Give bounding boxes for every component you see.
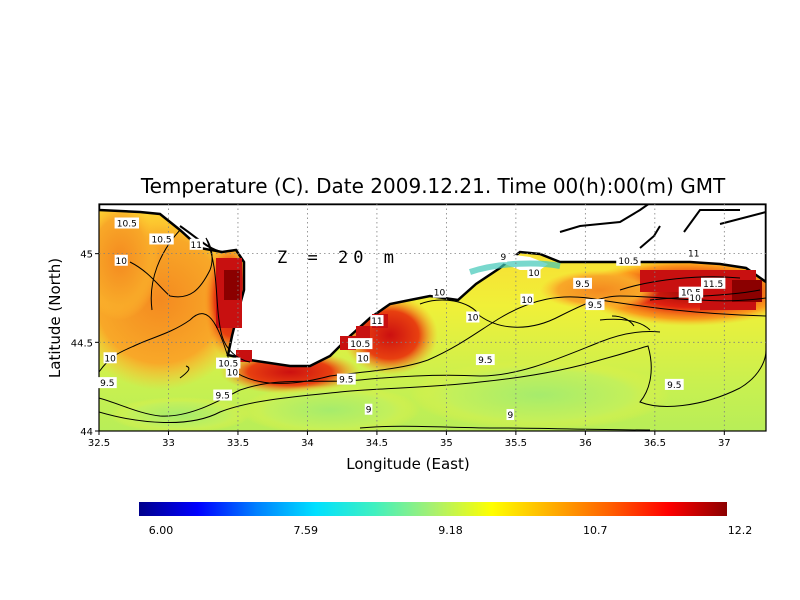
contour-label: 10 xyxy=(357,354,369,364)
colorbar-tick-label: 12.2 xyxy=(728,524,753,537)
contour-label: 9.5 xyxy=(575,280,589,290)
contour-label: 9.5 xyxy=(667,381,681,391)
contour-label-bg xyxy=(97,377,117,389)
contour-label-bg xyxy=(364,403,373,415)
x-tick-label: 34 xyxy=(301,438,314,449)
contour-label: 10 xyxy=(528,269,540,279)
contour-label-bg xyxy=(370,315,384,327)
y-axis-label: Latitude (North) xyxy=(46,258,64,378)
contour-label-bg xyxy=(520,293,534,305)
colorbar-ticks: 6.00 7.59 9.18 10.7 12.2 xyxy=(149,524,753,537)
x-tick-label: 35 xyxy=(440,438,453,449)
isotherm-contours xyxy=(99,229,766,431)
contour-label-bg xyxy=(616,254,641,266)
contour-label: 10.5 xyxy=(117,220,137,230)
contour-label: 10 xyxy=(689,294,701,304)
colorbar-tick-label: 10.7 xyxy=(583,524,608,537)
y-axis-ticks: 44 44.5 45 xyxy=(71,250,99,438)
contour-label: 11 xyxy=(371,317,382,327)
y-tick-label: 45 xyxy=(80,250,93,261)
x-tick-label: 34.5 xyxy=(366,438,388,449)
contour-label-bg xyxy=(225,366,239,378)
contour-label-bg xyxy=(475,354,495,366)
depth-label: Z = 20 m xyxy=(277,248,399,268)
contour-label: 9 xyxy=(507,411,513,421)
x-tick-label: 35.5 xyxy=(505,438,527,449)
contour-label: 10 xyxy=(521,296,533,306)
contour-label: 11 xyxy=(688,250,699,260)
contour-label: 10.5 xyxy=(350,340,370,350)
contour-label-bg xyxy=(527,267,541,279)
contour-label-bg xyxy=(506,409,515,421)
y-tick-label: 44 xyxy=(80,427,93,438)
contour-label-bg xyxy=(585,299,605,311)
contour-label-bg xyxy=(573,277,592,289)
contour-label: 10.5 xyxy=(218,360,238,370)
x-axis-label: Longitude (East) xyxy=(346,455,469,473)
y-tick-label: 44.5 xyxy=(71,338,93,349)
contour-label-bg xyxy=(700,277,726,289)
cool-coastal-strip xyxy=(469,260,561,275)
contour-label-bg xyxy=(189,238,203,250)
contour-label-bg xyxy=(688,291,702,303)
cool-south-area xyxy=(240,385,420,431)
contour-labels: 10.510.51110109.510.5109.51010.5119.5910… xyxy=(97,217,726,421)
x-tick-label: 33 xyxy=(162,438,175,449)
contour-label-bg xyxy=(213,389,233,401)
colorbar xyxy=(139,502,727,516)
x-axis-ticks: 32.5 33 33.5 34 34.5 35 35.5 36 36.5 37 xyxy=(88,431,731,449)
contour-label-bg xyxy=(149,233,174,245)
warm-west-area-2 xyxy=(99,204,160,320)
contour-label: 11 xyxy=(191,241,202,251)
contour-label-bg xyxy=(216,357,241,369)
contour-label: 10 xyxy=(434,289,446,299)
contour-label: 9 xyxy=(366,406,372,416)
contour-label: 9.5 xyxy=(339,376,353,386)
colorbar-tick-label: 7.59 xyxy=(294,524,319,537)
contour-label-bg xyxy=(114,254,128,266)
contour-label: 10 xyxy=(227,368,239,378)
cool-southwest-area xyxy=(110,397,250,431)
contour-label-bg xyxy=(466,311,480,323)
contour-label: 9.5 xyxy=(216,392,230,402)
northwest-coast xyxy=(179,225,223,253)
azov-coastline xyxy=(559,204,766,249)
contour-label-bg xyxy=(114,217,139,229)
x-tick-label: 33.5 xyxy=(227,438,249,449)
map-title: Temperature (C). Date 2009.12.21. Time 0… xyxy=(140,174,726,198)
contour-label: 10 xyxy=(104,354,116,364)
contour-label-bg xyxy=(348,338,373,350)
coastal-darkest-cells xyxy=(224,270,762,302)
cool-offshore-area xyxy=(410,360,670,430)
contour-label-bg xyxy=(336,373,356,385)
x-tick-label: 36.5 xyxy=(644,438,666,449)
temperature-field xyxy=(99,204,766,431)
contour-label: 10 xyxy=(116,257,128,267)
x-tick-label: 36 xyxy=(579,438,592,449)
map-gridlines xyxy=(99,204,766,431)
x-tick-label: 32.5 xyxy=(88,438,110,449)
contour-label: 10.5 xyxy=(152,235,172,245)
contour-label-bg xyxy=(356,352,370,364)
contour-label: 10.5 xyxy=(618,257,638,267)
contour-label: 10 xyxy=(467,314,479,324)
contour-label: 9.5 xyxy=(588,301,602,311)
colorbar-tick-label: 9.18 xyxy=(438,524,463,537)
contour-label: 9.5 xyxy=(100,379,114,389)
contour-label-bg xyxy=(664,378,684,390)
contour-label: 9.5 xyxy=(478,356,492,366)
x-tick-label: 37 xyxy=(718,438,731,449)
plot-frame xyxy=(98,203,767,432)
contour-label-bg xyxy=(499,251,508,263)
contour-label-bg xyxy=(103,352,117,364)
contour-label: 9 xyxy=(501,253,507,263)
colorbar-tick-label: 6.00 xyxy=(149,524,174,537)
contour-label-bg xyxy=(432,286,447,298)
contour-label-bg xyxy=(687,247,701,259)
contour-label: 11.5 xyxy=(703,280,723,290)
warm-east-shelf xyxy=(540,270,660,310)
